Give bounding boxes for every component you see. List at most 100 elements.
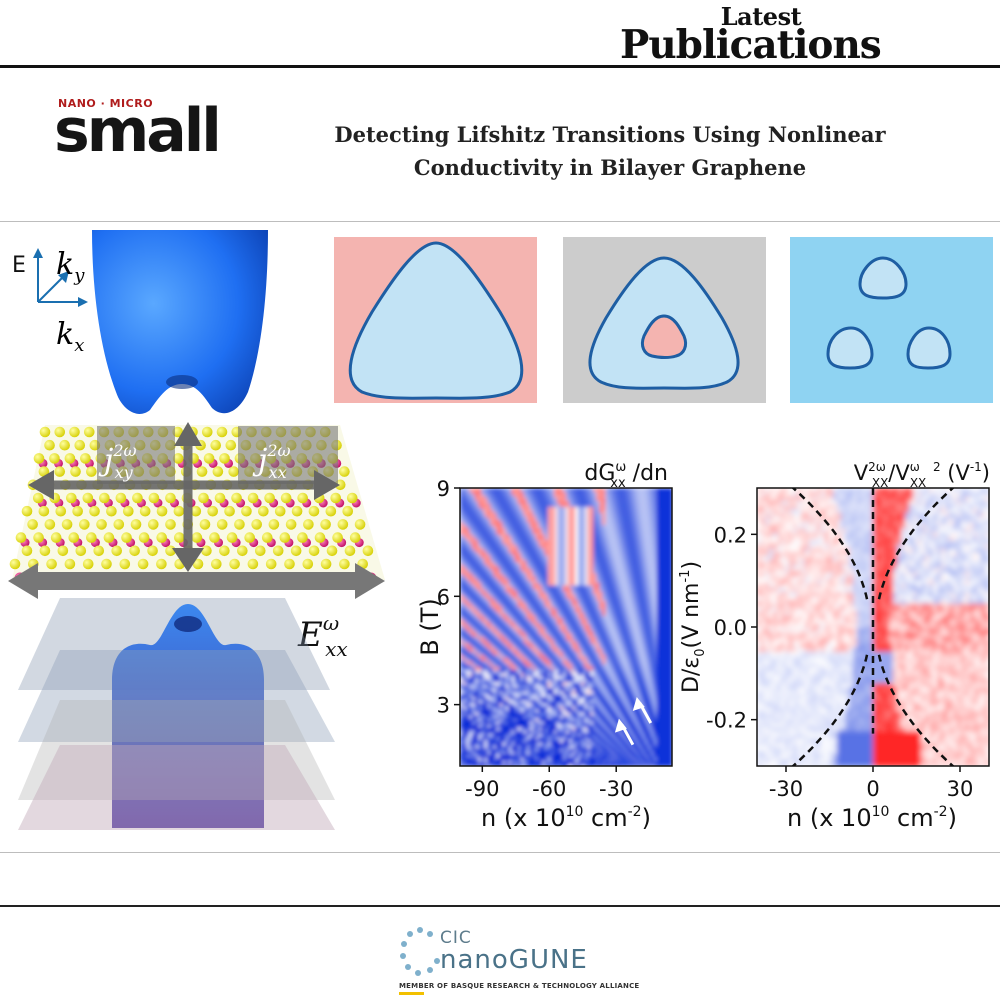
heatmap-cell bbox=[511, 720, 516, 725]
heatmap-cell bbox=[544, 654, 549, 658]
heatmap-cell bbox=[493, 506, 498, 510]
heatmap-cell bbox=[547, 509, 552, 513]
heatmap-cell bbox=[466, 711, 470, 716]
heatmap-cell bbox=[566, 639, 570, 643]
heatmap-cell bbox=[550, 542, 555, 547]
heatmap-cell bbox=[475, 557, 479, 562]
heatmap-cell bbox=[550, 624, 555, 628]
heatmap-cell bbox=[556, 627, 561, 631]
heatmap-cell bbox=[532, 599, 537, 604]
heatmap-cell bbox=[475, 666, 479, 671]
heatmap-cell bbox=[587, 657, 591, 661]
heatmap-cell bbox=[593, 756, 598, 761]
heatmap-cell bbox=[490, 512, 495, 516]
heatmap-cell bbox=[499, 599, 504, 604]
heatmap-cell bbox=[584, 524, 588, 529]
heatmap-cell bbox=[508, 744, 513, 749]
heatmap-cell bbox=[538, 726, 543, 731]
heatmap-cell bbox=[496, 732, 501, 737]
heatmap-cell bbox=[538, 503, 543, 507]
heatmap-cell bbox=[466, 587, 470, 592]
atom-yellow bbox=[54, 426, 66, 438]
heatmap-cell bbox=[505, 654, 510, 658]
heatmap-cell bbox=[578, 717, 582, 722]
heatmap-cell bbox=[508, 639, 513, 643]
heatmap-cell bbox=[502, 572, 507, 577]
heatmap-cell bbox=[511, 636, 516, 640]
heatmap-cell bbox=[508, 726, 513, 731]
heatmap-cell bbox=[602, 672, 607, 677]
heatmap-cell bbox=[553, 684, 558, 689]
heatmap-cell bbox=[532, 500, 537, 504]
heatmap-cell bbox=[587, 763, 591, 766]
heatmap-cell bbox=[481, 491, 485, 495]
heatmap-cell bbox=[526, 557, 531, 562]
heatmap-cell bbox=[502, 624, 507, 628]
heatmap-cell bbox=[559, 633, 564, 637]
heatmap-cell bbox=[556, 608, 561, 613]
heatmap-cell bbox=[584, 714, 588, 719]
atom-yellow bbox=[284, 558, 295, 570]
heatmap-cell bbox=[511, 624, 516, 628]
heatmap-cell bbox=[608, 684, 613, 689]
heatmap-cell bbox=[487, 539, 492, 544]
heatmap-cell bbox=[484, 675, 488, 680]
heatmap-cell bbox=[487, 717, 492, 722]
heatmap-cell bbox=[544, 666, 549, 671]
atom-yellow bbox=[129, 545, 140, 557]
heatmap-cell bbox=[529, 633, 534, 637]
heatmap-cell bbox=[478, 684, 482, 689]
heatmap-cell bbox=[584, 690, 588, 695]
heatmap-cell bbox=[550, 563, 555, 568]
heatmap-cell bbox=[541, 539, 546, 544]
heatmap-cell bbox=[529, 536, 534, 541]
heatmap-cell bbox=[526, 614, 531, 619]
heatmap-cell bbox=[496, 747, 501, 752]
heatmap-cell bbox=[505, 611, 510, 616]
atom-yellow bbox=[38, 505, 50, 517]
heatmap-cell bbox=[535, 760, 540, 764]
heatmap-cell bbox=[520, 711, 525, 716]
heatmap-cell bbox=[538, 654, 543, 658]
heatmap-cell bbox=[581, 596, 585, 601]
heatmap-cell bbox=[502, 545, 507, 550]
heatmap-cell bbox=[572, 720, 576, 725]
heatmap-cell bbox=[596, 506, 601, 510]
heatmap-cell bbox=[493, 624, 498, 628]
heatmap-cell bbox=[569, 554, 573, 559]
heatmap-cell bbox=[556, 738, 561, 743]
heatmap-cell bbox=[602, 741, 607, 746]
heatmap-cell bbox=[538, 521, 543, 525]
heatmap-cell bbox=[472, 545, 476, 550]
heatmap-cell bbox=[566, 702, 570, 707]
heatmap-cell bbox=[526, 611, 531, 616]
heatmap-cell bbox=[490, 636, 495, 640]
heatmap-cell bbox=[602, 617, 607, 622]
heatmap-cell bbox=[547, 678, 552, 683]
heatmap-cell bbox=[514, 614, 519, 619]
heatmap-cell bbox=[563, 599, 567, 604]
heatmap-cell bbox=[469, 648, 473, 652]
heatmap-cell bbox=[587, 720, 591, 725]
heatmap-cell bbox=[529, 617, 534, 622]
heatmap-cell bbox=[466, 491, 470, 495]
atom-yellow bbox=[132, 492, 143, 504]
heatmap-cell bbox=[578, 705, 582, 710]
heatmap-cell bbox=[605, 666, 610, 671]
heatmap-cell bbox=[463, 605, 467, 610]
heatmap-cell bbox=[484, 521, 488, 525]
atom-yellow bbox=[49, 453, 60, 464]
heatmap-cell bbox=[490, 506, 495, 510]
heatmap-cell bbox=[466, 708, 470, 713]
heatmap-cell bbox=[499, 584, 504, 589]
heatmap-cell bbox=[475, 599, 479, 604]
heatmap-cell bbox=[602, 569, 607, 574]
heatmap-cell bbox=[553, 554, 558, 559]
heatmap-cell bbox=[581, 608, 585, 613]
heatmap-cell bbox=[544, 509, 549, 513]
heatmap-cell bbox=[578, 575, 582, 580]
heatmap-cell bbox=[541, 675, 546, 680]
heatmap-cell bbox=[496, 593, 501, 598]
heatmap-cell bbox=[505, 732, 510, 737]
heatmap-cell bbox=[520, 690, 525, 695]
